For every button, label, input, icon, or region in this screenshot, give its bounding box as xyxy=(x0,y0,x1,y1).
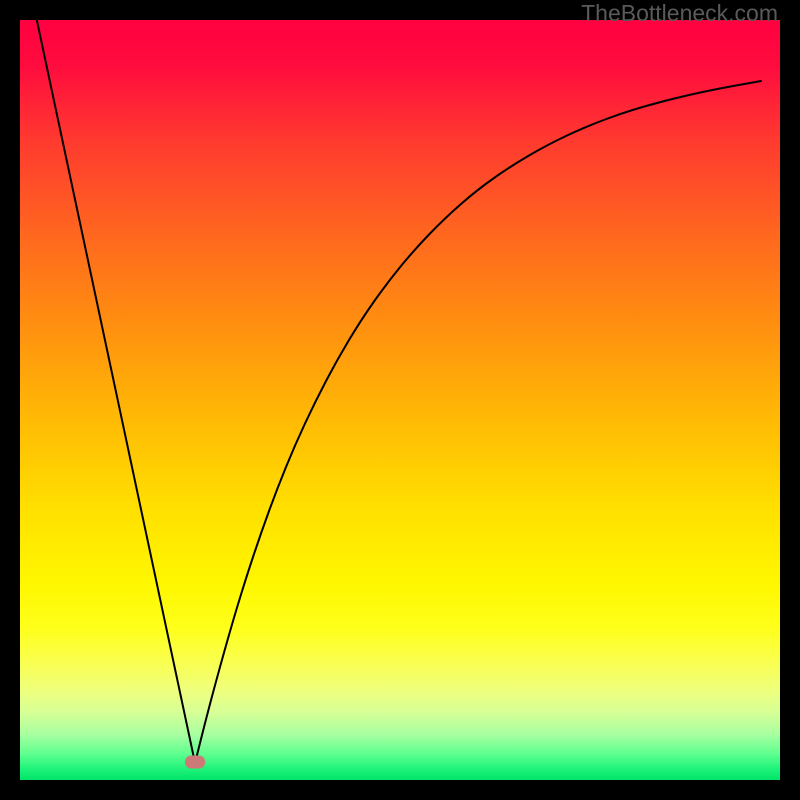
bottleneck-chart xyxy=(0,0,800,800)
chart-frame: TheBottleneck.com xyxy=(0,0,800,800)
watermark-text: TheBottleneck.com xyxy=(581,0,778,27)
plot-background xyxy=(20,20,780,780)
optimal-point-marker xyxy=(185,756,205,769)
